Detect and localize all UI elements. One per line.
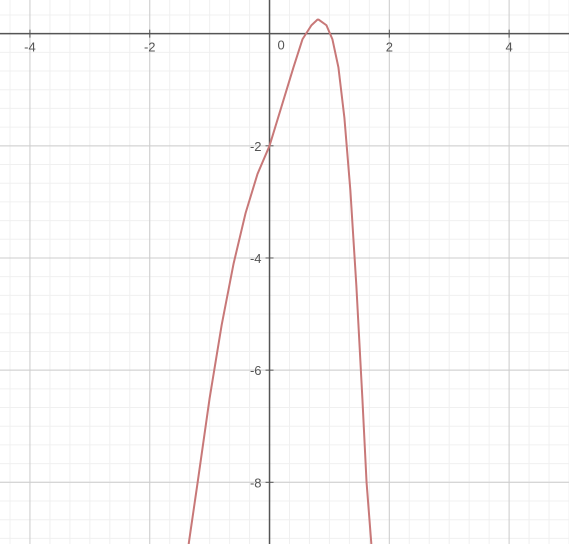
y-tick-label: -6 [250, 363, 262, 378]
chart-svg: 2 4 -4 -2 -2 -4 -6 -8 0 [0, 0, 569, 544]
y-tick-label: -4 [250, 251, 262, 266]
origin-label: 0 [278, 38, 285, 53]
graph-plot: 2 4 -4 -2 -2 -4 -6 -8 0 [0, 0, 569, 544]
x-tick-label: -4 [24, 40, 36, 55]
x-tick-label: -2 [144, 40, 156, 55]
y-tick-label: -8 [250, 475, 262, 490]
x-tick-label: 4 [505, 40, 512, 55]
x-tick-label: 2 [386, 40, 393, 55]
y-tick-label: -2 [250, 139, 262, 154]
